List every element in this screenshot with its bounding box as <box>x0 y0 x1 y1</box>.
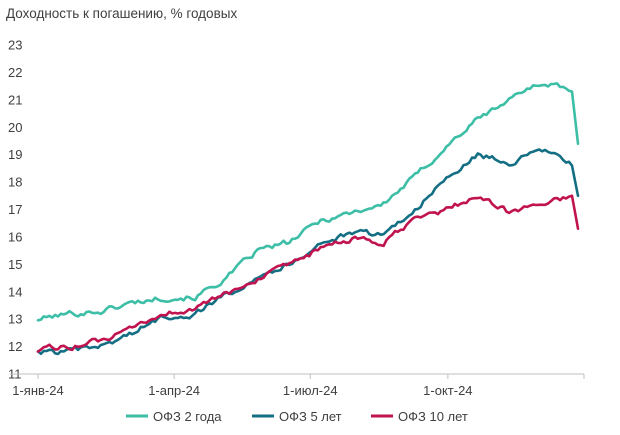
legend-label: ОФЗ 10 лет <box>398 409 468 424</box>
y-tick-label: 19 <box>8 147 22 162</box>
legend-label: ОФЗ 5 лет <box>279 409 342 424</box>
y-tick-label: 14 <box>8 284 22 299</box>
series-lines <box>36 82 580 356</box>
legend: ОФЗ 2 года ОФЗ 5 лет ОФЗ 10 лет <box>126 409 468 424</box>
y-tick-label: 18 <box>8 175 22 190</box>
y-tick-label: 21 <box>8 92 22 107</box>
y-tick-label: 12 <box>8 339 22 354</box>
y-tick-label: 15 <box>8 257 22 272</box>
series-line-3 <box>36 194 580 353</box>
x-tick-label: 1-июл-24 <box>283 383 338 398</box>
series-line-2 <box>36 148 580 356</box>
y-tick-label: 23 <box>8 38 22 53</box>
y-tick-label: 22 <box>8 65 22 80</box>
legend-label: ОФЗ 2 года <box>153 409 222 424</box>
y-tick-label: 17 <box>8 202 22 217</box>
y-tick-label: 13 <box>8 312 22 327</box>
y-tick-label: 20 <box>8 120 22 135</box>
x-axis-ticks: 1-янв-24 1-апр-24 1-июл-24 1-окт-24 <box>12 374 585 398</box>
series-line-1 <box>36 82 580 322</box>
chart-title: Доходность к погашению, % годовых <box>6 6 238 21</box>
x-tick-label: 1-окт-24 <box>423 383 472 398</box>
y-tick-label: 16 <box>8 229 22 244</box>
x-tick-label: 1-янв-24 <box>12 383 63 398</box>
x-tick-label: 1-апр-24 <box>148 383 200 398</box>
